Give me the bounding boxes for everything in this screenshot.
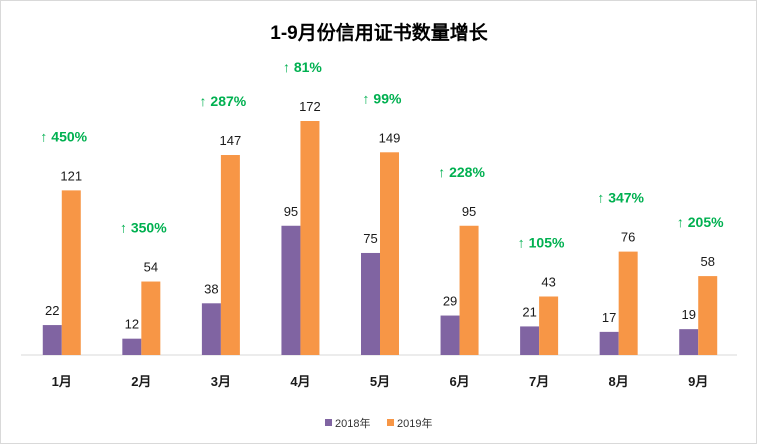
value-label-series1-8: 17 bbox=[602, 310, 616, 325]
value-label-series1-6: 29 bbox=[443, 294, 457, 309]
growth-label-2: ↑ 350% bbox=[120, 220, 167, 236]
value-label-series1-1: 22 bbox=[45, 303, 59, 318]
growth-label-4: ↑ 81% bbox=[283, 59, 322, 75]
bar-series2-2 bbox=[141, 281, 161, 355]
bar-series1-8 bbox=[599, 331, 619, 355]
value-label-series2-2: 54 bbox=[144, 260, 158, 275]
value-label-series2-3: 147 bbox=[220, 133, 242, 148]
legend-label-1: 2018年 bbox=[335, 416, 370, 430]
bars-group bbox=[42, 121, 718, 355]
value-label-series1-3: 38 bbox=[204, 281, 218, 296]
growth-label-5: ↑ 99% bbox=[363, 90, 402, 106]
growth-label-9: ↑ 205% bbox=[677, 214, 724, 230]
bar-series1-6 bbox=[440, 315, 460, 355]
bar-series1-7 bbox=[520, 326, 540, 355]
category-label-9: 9月 bbox=[688, 374, 708, 389]
value-label-series2-6: 95 bbox=[462, 204, 476, 219]
bar-series2-7 bbox=[539, 296, 559, 355]
bar-series1-3 bbox=[201, 303, 221, 355]
value-label-series2-8: 76 bbox=[621, 230, 635, 245]
bar-series2-6 bbox=[459, 225, 479, 355]
value-label-series2-1: 121 bbox=[60, 168, 82, 183]
bar-series2-5 bbox=[380, 152, 399, 355]
value-label-series1-7: 21 bbox=[522, 304, 536, 319]
category-label-4: 4月 bbox=[290, 374, 310, 389]
value-label-series1-2: 12 bbox=[125, 317, 139, 332]
bar-series1-2 bbox=[122, 338, 142, 355]
chart-title: 1-9月份信用证书数量增长 bbox=[270, 21, 488, 44]
bar-series2-8 bbox=[618, 251, 638, 355]
bar-series2-1 bbox=[61, 190, 81, 355]
value-label-series1-5: 75 bbox=[363, 231, 377, 246]
bar-series1-1 bbox=[42, 325, 62, 355]
growth-label-7: ↑ 105% bbox=[518, 235, 565, 251]
category-label-3: 3月 bbox=[211, 374, 231, 389]
growth-label-1: ↑ 450% bbox=[40, 128, 87, 144]
labels-group: 22 121 ↑ 450% 1月 12 54 ↑ 350% 2月 38 147 ↑ 287% 3月 95… bbox=[40, 59, 724, 389]
category-label-5: 5月 bbox=[370, 374, 390, 389]
category-label-7: 7月 bbox=[529, 374, 549, 389]
category-label-6: 6月 bbox=[449, 374, 469, 389]
bar-series2-9 bbox=[698, 276, 718, 355]
value-label-series1-4: 95 bbox=[284, 204, 298, 219]
bar-series2-3 bbox=[220, 155, 240, 355]
value-label-series2-7: 43 bbox=[541, 275, 555, 290]
value-label-series2-5: 149 bbox=[379, 130, 401, 145]
value-label-series2-4: 172 bbox=[299, 99, 321, 114]
growth-label-3: ↑ 287% bbox=[200, 93, 247, 109]
category-label-1: 1月 bbox=[52, 374, 72, 389]
bar-series1-5 bbox=[361, 252, 380, 355]
legend: 2018年 2019年 bbox=[325, 416, 432, 430]
growth-label-8: ↑ 347% bbox=[597, 190, 644, 206]
bar-series1-4 bbox=[281, 225, 301, 355]
value-label-series1-9: 19 bbox=[681, 307, 695, 322]
legend-swatch-1 bbox=[325, 419, 332, 426]
category-label-8: 8月 bbox=[609, 374, 629, 389]
legend-swatch-2 bbox=[387, 419, 394, 426]
bar-series1-9 bbox=[679, 329, 699, 355]
legend-label-2: 2019年 bbox=[397, 416, 432, 430]
bar-series2-4 bbox=[300, 121, 320, 355]
category-label-2: 2月 bbox=[131, 374, 151, 389]
growth-label-6: ↑ 228% bbox=[438, 164, 485, 180]
value-label-series2-9: 58 bbox=[700, 254, 714, 269]
